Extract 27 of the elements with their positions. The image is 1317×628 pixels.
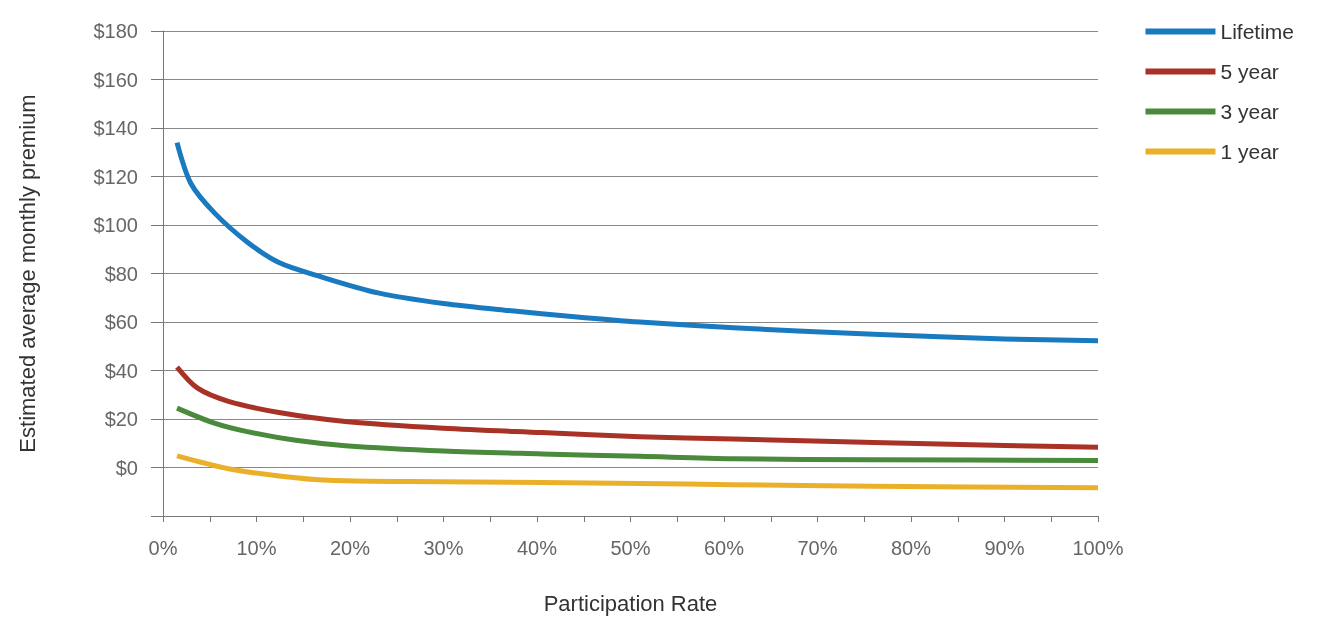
x-tick-label: 70% [797,537,838,559]
x-tick-label: 20% [329,537,371,559]
legend-label: 3 year [1220,100,1279,123]
y-tick-label: $20 [104,408,138,430]
y-tick-label: $40 [104,359,138,382]
x-tick-label: 90% [984,537,1025,559]
x-tick-label: 50% [610,537,651,559]
x-axis-title: Participation Rate [543,590,718,616]
x-tick-label: 100% [1072,537,1124,559]
legend-label: 1 year [1220,140,1279,163]
x-tick-label: 30% [423,537,464,559]
legend-label: Lifetime [1220,20,1294,43]
y-tick-label: $140 [93,117,138,139]
x-tick-label: 10% [236,537,277,559]
legend-label: 5 year [1220,60,1279,83]
x-tick-label: 0% [148,537,178,559]
y-tick-label: $180 [93,20,138,42]
x-tick-label: 40% [516,537,558,559]
x-tick-label: 80% [890,537,932,559]
y-axis-title: Estimated average monthly premium [14,94,40,453]
y-tick-label: $160 [93,68,138,91]
y-tick-label: $80 [104,262,138,285]
y-tick-label: $0 [115,456,138,479]
y-tick-label: $60 [104,311,138,333]
y-tick-label: $120 [93,165,138,188]
x-tick-label: 60% [703,537,745,559]
y-tick-label: $100 [93,214,138,236]
